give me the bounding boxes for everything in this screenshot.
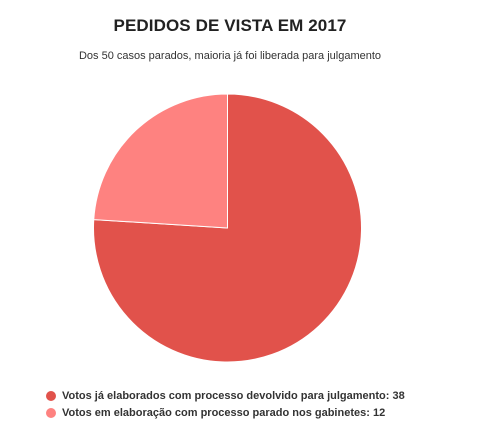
legend-item-parados[interactable]: Votos em elaboração com processo parado …	[46, 404, 405, 421]
legend-swatch-devolvidos	[46, 390, 56, 401]
legend-label-devolvidos: Votos já elaborados com processo devolvi…	[62, 389, 390, 402]
legend-value-parados: 12	[372, 406, 386, 419]
pie-slices	[93, 93, 362, 363]
legend: Votos já elaborados com processo devolvi…	[46, 387, 405, 421]
pie-slice-parados[interactable]	[93, 93, 228, 229]
legend-value-devolvidos: 38	[392, 389, 405, 402]
chart-subtitle: Dos 50 casos parados, maioria já foi lib…	[78, 50, 382, 62]
legend-label-parados: Votos em elaboração com processo parado …	[62, 406, 370, 419]
legend-item-devolvidos[interactable]: Votos já elaborados com processo devolvi…	[46, 387, 405, 404]
chart-title: PEDIDOS DE VISTA EM 2017	[113, 16, 347, 35]
legend-swatch-parados	[46, 407, 56, 418]
